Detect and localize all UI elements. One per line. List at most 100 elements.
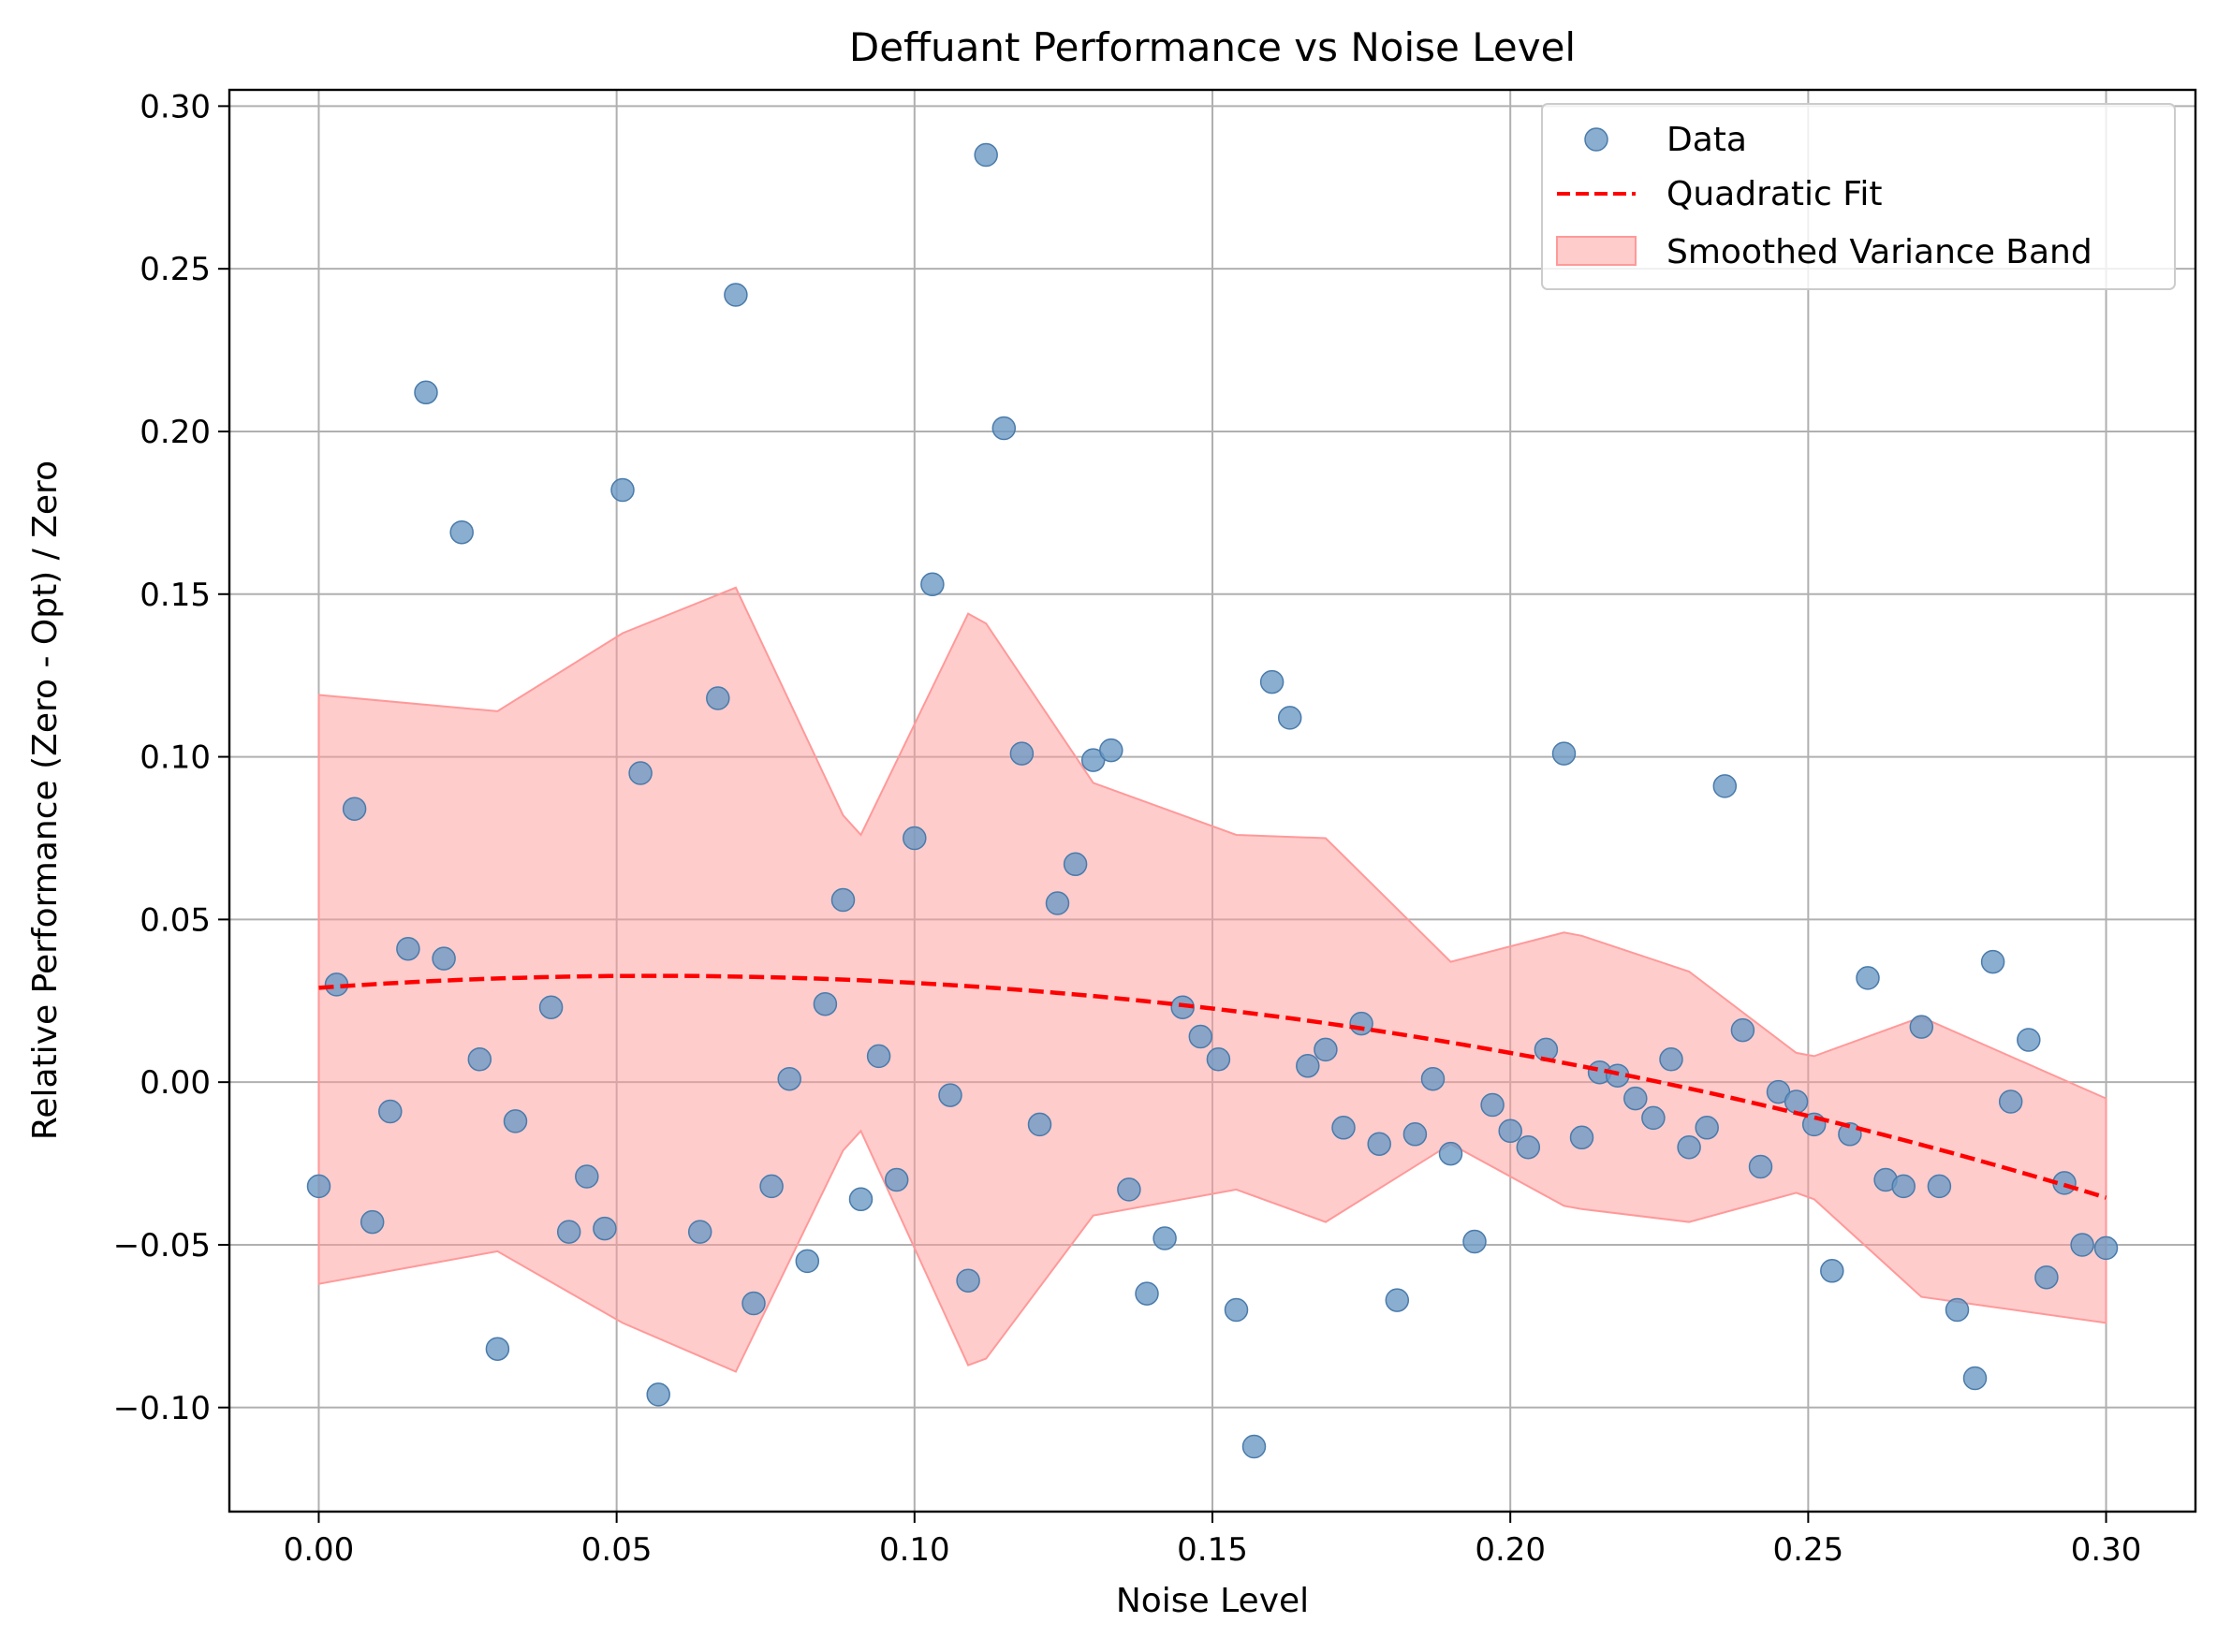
data-point [1927,1174,1952,1199]
data-point [1462,1229,1487,1254]
data-points-layer [306,142,2119,1459]
data-point [449,519,474,545]
data-point [1135,1281,1159,1306]
data-point [610,477,635,503]
variance-band [317,586,2107,1373]
data-point [1856,966,1880,990]
data-point [1385,1288,1410,1312]
fit-line-layer [318,973,2107,1200]
data-point [1206,1047,1231,1072]
y-tick-label: 0.05 [139,901,211,939]
data-point [920,572,945,597]
data-point [1027,1112,1052,1137]
legend-data-marker [1584,127,1608,152]
data-point [1224,1297,1249,1323]
data-point [1402,1122,1428,1147]
data-point [414,380,438,405]
data-point [741,1291,766,1316]
data-point [956,1268,980,1293]
data-point [903,826,927,851]
data-point [724,283,748,307]
variance-band-layer [317,586,2107,1373]
data-point [830,887,856,913]
data-point [848,1187,874,1212]
data-point [1420,1066,1446,1091]
data-point [1838,1122,1862,1147]
data-point [1331,1116,1356,1140]
data-point [777,1066,801,1091]
data-point [432,946,456,971]
data-point [1170,995,1195,1019]
x-tick-label: 0.30 [2071,1531,2142,1569]
data-point [1891,1174,1916,1199]
data-point [2017,1028,2041,1052]
data-point [538,995,564,1019]
data-point [628,761,653,785]
data-point [1551,741,1577,766]
x-tick-label: 0.20 [1475,1531,1546,1569]
y-tick-label: 0.20 [139,414,211,451]
data-point [1569,1125,1594,1150]
data-point [1998,1089,2023,1114]
y-tick-label: 0.10 [139,739,211,777]
data-point [687,1220,712,1244]
y-tick-label: 0.00 [139,1064,211,1102]
legend-label-data: Data [1666,121,1747,159]
data-point [1623,1086,1648,1111]
data-point [646,1382,670,1407]
data-point [813,991,838,1016]
data-point [1641,1105,1666,1131]
data-point [1259,669,1285,694]
data-point [1117,1177,1141,1202]
x-tick-label: 0.00 [284,1531,355,1569]
data-point [1009,741,1035,766]
legend-band-swatch [1556,236,1637,266]
data-point [2070,1233,2094,1257]
legend-label-fit: Quadratic Fit [1666,175,1882,213]
chart-title: Deffuant Performance vs Noise Level [849,24,1576,70]
data-point [360,1209,385,1235]
data-point [1045,891,1070,915]
axis-ticks: 0.00 0.05 0.10 0.15 0.20 0.25 0.30 −0.10 −0.05 0.… [113,88,2142,1569]
data-point [884,1167,909,1192]
data-point [1730,1017,1755,1043]
x-axis-label: Noise Level [1116,1582,1309,1620]
y-tick-label: 0.25 [139,251,211,288]
x-tick-label: 0.15 [1177,1531,1248,1569]
data-point [1980,949,2005,974]
data-point [556,1220,581,1244]
data-point [1349,1011,1373,1036]
data-point [1480,1092,1505,1118]
data-point [1498,1118,1522,1144]
x-tick-label: 0.05 [581,1531,653,1569]
data-point [467,1047,492,1072]
legend-label-band: Smoothed Variance Band [1666,233,2092,271]
data-point [1516,1134,1541,1160]
x-tick-label: 0.25 [1773,1531,1844,1569]
data-point [378,1099,403,1124]
data-point [1241,1434,1267,1459]
data-point [1153,1226,1177,1250]
y-tick-label: −0.10 [113,1390,211,1427]
data-point [342,797,367,821]
data-point [1438,1141,1463,1166]
data-point [1063,852,1088,877]
data-point [1099,738,1123,763]
data-point [2034,1265,2059,1290]
data-point [1945,1297,1970,1323]
data-point [575,1164,599,1189]
data-point [1277,706,1302,730]
data-point [866,1044,891,1069]
data-point [2093,1235,2119,1261]
data-point [306,1174,331,1199]
data-point [1712,774,1738,798]
y-tick-label: −0.05 [113,1227,211,1265]
data-point [1314,1037,1338,1062]
y-axis-label: Relative Performance (Zero - Opt) / Zero [26,461,65,1140]
x-tick-label: 0.10 [879,1531,950,1569]
data-point [1695,1116,1719,1140]
quadratic-fit-line [318,973,2107,1200]
data-point [1677,1134,1701,1160]
data-point [485,1337,510,1361]
